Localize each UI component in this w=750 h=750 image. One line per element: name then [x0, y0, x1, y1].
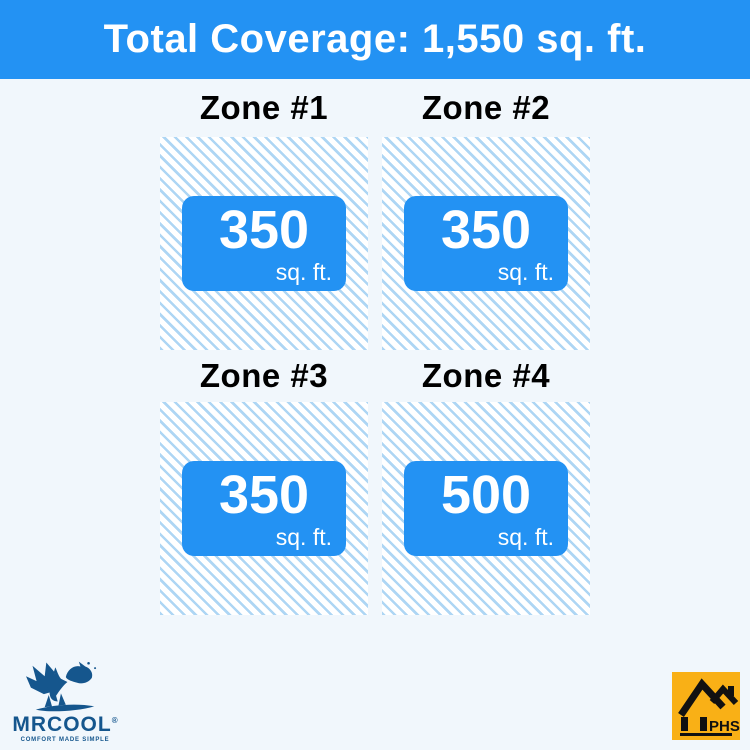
zone-1-title: Zone #1 — [199, 89, 329, 126]
zone-4-card: 500 sq. ft. — [404, 461, 568, 556]
registered-mark: ® — [111, 716, 118, 725]
mrcool-tagline: COMFORT MADE SIMPLE — [20, 737, 110, 743]
zone-4-unit: sq. ft. — [497, 523, 554, 550]
zone-3-title: Zone #3 — [199, 357, 329, 394]
zones-grid: Zone #1 Zone #2 350 sq. ft. 350 sq. ft. … — [160, 79, 590, 615]
zone-2-unit: sq. ft. — [497, 258, 554, 285]
zone-1-unit: sq. ft. — [275, 258, 332, 285]
zone-3-panel: 350 sq. ft. — [160, 402, 368, 615]
zone-1-panel: 350 sq. ft. — [160, 137, 368, 350]
polar-bear-icon — [12, 660, 118, 712]
zone-3-card: 350 sq. ft. — [182, 461, 346, 556]
zone-1-card: 350 sq. ft. — [182, 196, 346, 291]
phs-text: PHS — [709, 718, 740, 735]
mrcool-name: MRCOOL — [12, 713, 112, 736]
zone-4-value: 500 — [440, 464, 532, 525]
zone-4-title: Zone #4 — [421, 357, 551, 394]
house-roof-icon: PHS — [672, 672, 740, 740]
zone-3-value: 350 — [218, 464, 310, 525]
zone-1-value: 350 — [218, 199, 310, 260]
zone-4-panel: 500 sq. ft. — [382, 402, 590, 615]
page-title: Total Coverage: 1,550 sq. ft. — [103, 17, 647, 61]
mrcool-logo: MRCOOL® COMFORT MADE SIMPLE — [12, 660, 118, 743]
zone-2-panel: 350 sq. ft. — [382, 137, 590, 350]
header-banner: Total Coverage: 1,550 sq. ft. — [0, 0, 750, 79]
phs-logo: PHS — [672, 672, 740, 740]
zone-2-card: 350 sq. ft. — [404, 196, 568, 291]
mrcool-wordmark: MRCOOL® — [12, 714, 118, 735]
zone-2-title: Zone #2 — [421, 89, 551, 126]
zone-2-value: 350 — [440, 199, 532, 260]
zone-3-unit: sq. ft. — [275, 523, 332, 550]
